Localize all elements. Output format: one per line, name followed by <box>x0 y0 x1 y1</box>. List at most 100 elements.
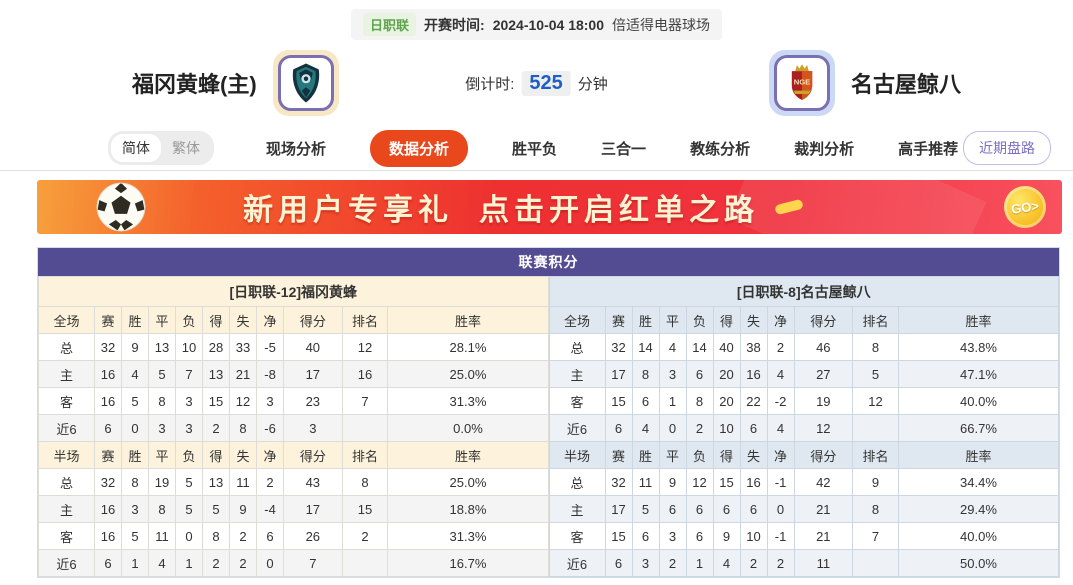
column-header: 全场 <box>548 306 606 334</box>
column-header: 负 <box>685 441 714 469</box>
column-header: 得 <box>202 441 231 469</box>
tab-高手推荐[interactable]: 高手推荐 <box>898 140 959 158</box>
stat-cell: 8 <box>229 414 258 442</box>
column-header: 得 <box>712 306 741 334</box>
stat-cell: 33 <box>229 333 258 361</box>
stat-cell: 34.4% <box>897 468 1060 496</box>
stat-cell: 2 <box>229 522 258 550</box>
stat-cell: 客 <box>548 522 606 550</box>
stat-cell: 17 <box>283 495 343 523</box>
stat-cell: 17 <box>604 360 633 388</box>
stat-cell: 3 <box>256 387 285 415</box>
stat-cell: 客 <box>37 387 96 415</box>
stat-cell: 5 <box>175 495 204 523</box>
column-header: 负 <box>175 306 204 334</box>
stat-cell: 总 <box>548 468 606 496</box>
stat-cell: 16.7% <box>387 549 549 577</box>
stat-cell: 近6 <box>37 549 96 577</box>
stat-cell: 8 <box>121 468 150 496</box>
column-header: 半场 <box>548 441 606 469</box>
column-header: 净 <box>256 441 285 469</box>
column-header: 得 <box>202 306 231 334</box>
stat-cell: 15 <box>712 468 741 496</box>
away-team-logo: NGE <box>768 50 835 116</box>
stat-cell: 3 <box>658 360 687 388</box>
column-header: 失 <box>739 441 768 469</box>
stat-cell: 9 <box>229 495 258 523</box>
stat-cell: 23 <box>283 387 343 415</box>
stat-cell: 47.1% <box>897 360 1060 388</box>
go-button[interactable]: GO> <box>1001 183 1049 231</box>
stat-cell: 2 <box>202 549 231 577</box>
stat-cell: 2 <box>658 549 687 577</box>
stat-cell: 2 <box>229 549 258 577</box>
stat-cell: -2 <box>766 387 795 415</box>
table-row: 近6 6 3 2 1 4 2 2 11 50.0% <box>548 549 1060 577</box>
home-team: 福冈黄蜂(主) <box>132 50 339 116</box>
stat-cell: 7 <box>283 549 343 577</box>
tab-教练分析[interactable]: 教练分析 <box>690 140 751 158</box>
stat-cell: 客 <box>548 387 606 415</box>
lang-simplified-button[interactable]: 简体 <box>111 134 161 162</box>
column-header: 全场 <box>37 306 96 334</box>
column-header: 负 <box>685 306 714 334</box>
stat-cell: 50.0% <box>897 549 1060 577</box>
stat-cell: 近6 <box>548 414 606 442</box>
stat-cell: 近6 <box>37 414 96 442</box>
stat-cell: 主 <box>548 495 606 523</box>
stat-cell: 16 <box>94 360 123 388</box>
lang-traditional-button[interactable]: 繁体 <box>172 140 200 156</box>
recent-trend-button[interactable]: 近期盘路 <box>963 131 1051 165</box>
stat-cell: 40.0% <box>897 522 1060 550</box>
tab-裁判分析[interactable]: 裁判分析 <box>794 140 855 158</box>
tab-三合一[interactable]: 三合一 <box>601 140 647 158</box>
stat-cell <box>341 549 389 577</box>
stat-cell: 20 <box>712 387 741 415</box>
table-row: 主 17 5 6 6 6 6 0 21 8 29.4% <box>548 495 1060 523</box>
stat-cell: 6 <box>739 414 768 442</box>
stat-cell: -5 <box>256 333 285 361</box>
stat-cell: 14 <box>631 333 660 361</box>
table-row: 总 32 11 9 12 15 16 -1 42 9 34.4% <box>548 468 1060 496</box>
stat-cell: 2 <box>766 333 795 361</box>
column-header: 平 <box>658 306 687 334</box>
stat-cell: 28.1% <box>387 333 549 361</box>
stat-cell: 6 <box>94 549 123 577</box>
stat-cell: 21 <box>793 495 854 523</box>
column-header: 失 <box>229 441 258 469</box>
stat-cell: 46 <box>793 333 854 361</box>
stat-cell: 6 <box>631 387 660 415</box>
stat-cell: 8 <box>852 495 899 523</box>
stat-cell: 11 <box>631 468 660 496</box>
column-header: 赛 <box>94 441 123 469</box>
table-row: 主 16 3 8 5 5 9 -4 17 15 18.8% <box>37 495 549 523</box>
column-header: 胜率 <box>387 306 549 334</box>
tab-数据分析[interactable]: 数据分析 <box>370 129 469 167</box>
column-header: 胜 <box>121 441 150 469</box>
stat-cell: 32 <box>94 468 123 496</box>
stat-cell: 6 <box>739 495 768 523</box>
stat-cell: 主 <box>548 360 606 388</box>
promo-banner[interactable]: 新用户专享礼 点击开启红单之路 GO> <box>37 180 1062 234</box>
stat-cell: 6 <box>631 522 660 550</box>
stat-cell: 2 <box>202 414 231 442</box>
column-header: 半场 <box>37 441 96 469</box>
table-row: [日职联-8]名古屋鲸八 <box>548 276 1059 307</box>
stat-cell: 25.0% <box>387 360 549 388</box>
away-team-name: 名古屋鲸八 <box>850 72 961 97</box>
stat-cell: 8 <box>148 495 177 523</box>
stat-cell: 15 <box>341 495 389 523</box>
tab-现场分析[interactable]: 现场分析 <box>266 140 327 158</box>
team-section-header: [日职联-8]名古屋鲸八 <box>548 276 1059 307</box>
column-header: 胜 <box>631 441 660 469</box>
table-row: [日职联-12]福冈黄蜂 <box>38 276 549 307</box>
stat-cell: 2 <box>341 522 389 550</box>
table-row: 近6 6 1 4 1 2 2 0 7 16.7% <box>37 549 549 577</box>
tab-胜平负[interactable]: 胜平负 <box>512 140 558 158</box>
column-header: 净 <box>766 306 795 334</box>
stat-cell: 6 <box>685 522 714 550</box>
stat-cell: 8 <box>202 522 231 550</box>
stat-cell: 1 <box>685 549 714 577</box>
stat-cell: 6 <box>685 495 714 523</box>
column-header: 排名 <box>341 441 389 469</box>
